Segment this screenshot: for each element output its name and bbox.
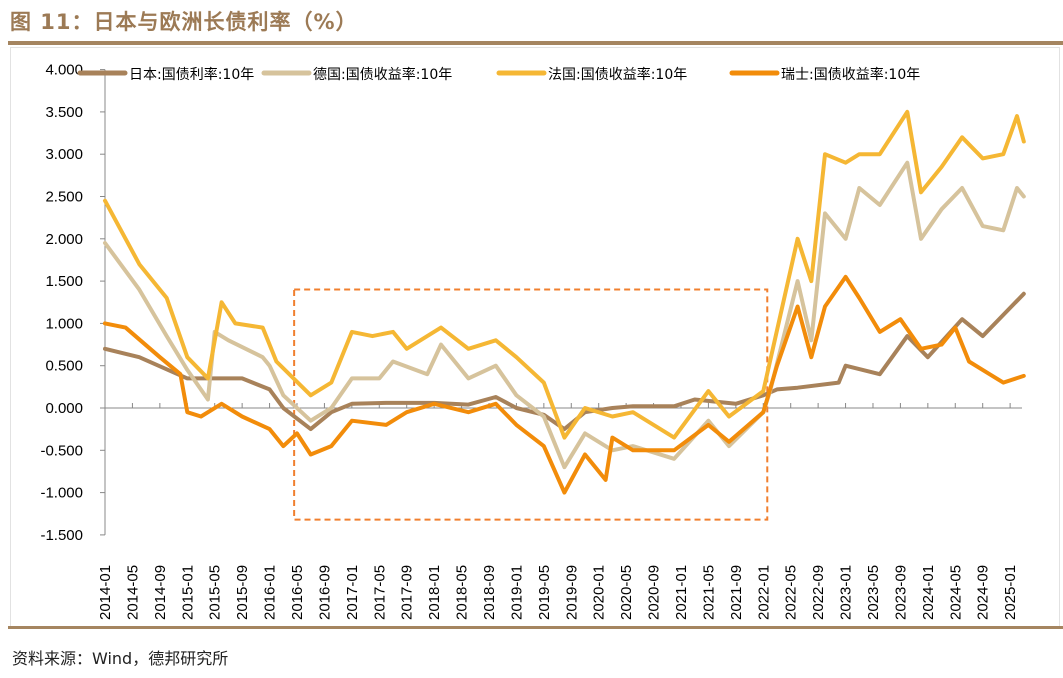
series-line-2 bbox=[103, 109, 1026, 440]
x-tick-label: 2023-01 bbox=[838, 565, 855, 620]
x-tick-label: 2020-05 bbox=[618, 565, 635, 620]
x-tick-label: 2022-09 bbox=[810, 565, 827, 620]
y-tick-label: -1.500 bbox=[40, 527, 83, 544]
y-tick-label: 3.500 bbox=[45, 104, 83, 121]
x-tick-label: 2025-01 bbox=[1002, 565, 1019, 620]
x-tick-label: 2015-09 bbox=[234, 565, 251, 620]
y-tick-label: 2.000 bbox=[45, 231, 83, 248]
legend-label-3: 瑞士:国债收益率:10年 bbox=[781, 66, 920, 83]
x-tick-label: 2019-09 bbox=[563, 565, 580, 620]
y-tick-label: 1.500 bbox=[45, 273, 83, 290]
series-line-1 bbox=[103, 160, 1026, 470]
x-tick-label: 2023-05 bbox=[865, 565, 882, 620]
bottom-rule bbox=[8, 626, 1063, 629]
y-tick-label: -1.000 bbox=[40, 485, 83, 502]
x-tick-label: 2014-05 bbox=[124, 565, 141, 620]
x-tick-label: 2015-05 bbox=[207, 565, 224, 620]
x-tick-label: 2018-05 bbox=[454, 565, 471, 620]
y-tick-label: 4.000 bbox=[45, 62, 83, 79]
legend-label-0: 日本:国债利率:10年 bbox=[129, 66, 254, 83]
x-tick-label: 2015-01 bbox=[179, 565, 196, 620]
x-tick-label: 2014-09 bbox=[152, 565, 169, 620]
y-tick-label: 2.500 bbox=[45, 189, 83, 206]
x-tick-label: 2021-05 bbox=[700, 565, 717, 620]
x-tick-label: 2017-05 bbox=[371, 565, 388, 620]
figure-title: 图 11：日本与欧洲长债利率（%） bbox=[10, 10, 358, 34]
x-tick-label: 2023-09 bbox=[892, 565, 909, 620]
y-tick-label: 0.500 bbox=[45, 358, 83, 375]
x-tick-label: 2016-01 bbox=[262, 565, 279, 620]
x-tick-label: 2018-01 bbox=[426, 565, 443, 620]
series-line-3 bbox=[103, 274, 1026, 495]
x-tick-label: 2022-01 bbox=[755, 565, 772, 620]
x-tick-label: 2024-01 bbox=[920, 565, 937, 620]
source-note: 资料来源：Wind，德邦研究所 bbox=[12, 649, 229, 668]
x-tick-label: 2024-05 bbox=[947, 565, 964, 620]
top-rule bbox=[8, 41, 1063, 45]
y-tick-label: 0.000 bbox=[45, 400, 83, 417]
x-tick-label: 2022-05 bbox=[783, 565, 800, 620]
legend-label-2: 法国:国债收益率:10年 bbox=[548, 66, 687, 83]
x-tick-label: 2019-01 bbox=[508, 565, 525, 620]
y-tick-label: -0.500 bbox=[40, 442, 83, 459]
x-tick-label: 2014-01 bbox=[97, 565, 114, 620]
x-tick-label: 2018-09 bbox=[481, 565, 498, 620]
legend-label-1: 德国:国债收益率:10年 bbox=[313, 66, 452, 83]
x-tick-label: 2019-05 bbox=[536, 565, 553, 620]
x-tick-label: 2020-01 bbox=[591, 565, 608, 620]
x-tick-label: 2017-09 bbox=[399, 565, 416, 620]
x-tick-label: 2016-05 bbox=[289, 565, 306, 620]
x-tick-label: 2017-01 bbox=[344, 565, 361, 620]
y-tick-label: 1.000 bbox=[45, 315, 83, 332]
x-tick-label: 2020-09 bbox=[646, 565, 663, 620]
series-line-0 bbox=[103, 291, 1026, 432]
x-tick-label: 2021-01 bbox=[673, 565, 690, 620]
x-tick-label: 2024-09 bbox=[975, 565, 992, 620]
x-tick-label: 2016-09 bbox=[316, 565, 333, 620]
y-tick-label: 3.000 bbox=[45, 146, 83, 163]
x-tick-label: 2021-09 bbox=[728, 565, 745, 620]
